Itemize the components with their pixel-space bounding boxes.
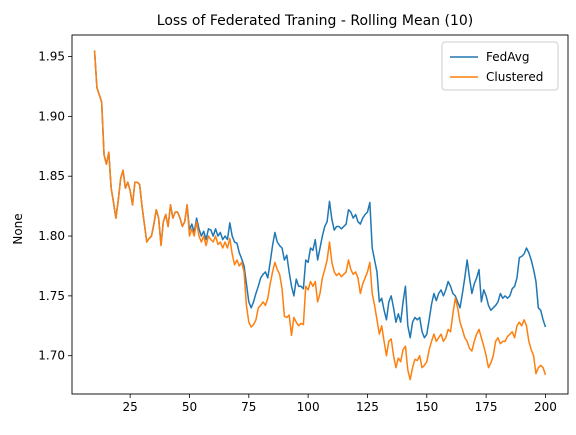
y-tick-label: 1.75 [38, 289, 65, 303]
x-tick-label: 125 [356, 400, 379, 414]
plot-frame [71, 34, 569, 395]
series-line-clustered [93, 50, 547, 381]
x-tick-label: 200 [534, 400, 557, 414]
x-tick-label: 150 [415, 400, 438, 414]
x-tick-label: 50 [182, 400, 197, 414]
chart-title: Loss of Federated Traning - Rolling Mean… [157, 13, 473, 29]
x-axis: 25 50 75 100 125 150 175 200 [123, 394, 557, 414]
y-tick-label: 1.80 [38, 229, 65, 243]
legend-label: Clustered [486, 70, 543, 84]
y-tick-label: 1.85 [38, 169, 65, 183]
legend-box [441, 41, 559, 91]
y-tick-label: 1.90 [38, 109, 65, 123]
y-tick-label: 1.95 [38, 50, 65, 64]
legend-label: FedAvg [486, 50, 529, 64]
x-tick-label: 25 [123, 400, 138, 414]
x-tick-label: 175 [475, 400, 498, 414]
x-tick-label: 100 [297, 400, 320, 414]
y-tick-label: 1.70 [38, 349, 65, 363]
x-tick-label: 75 [241, 400, 256, 414]
y-axis-label: None [11, 213, 25, 244]
legend: FedAvg Clustered [441, 41, 559, 91]
y-axis: 1.70 1.75 1.80 1.85 1.90 1.95 [38, 50, 72, 363]
series-layer [93, 50, 547, 381]
